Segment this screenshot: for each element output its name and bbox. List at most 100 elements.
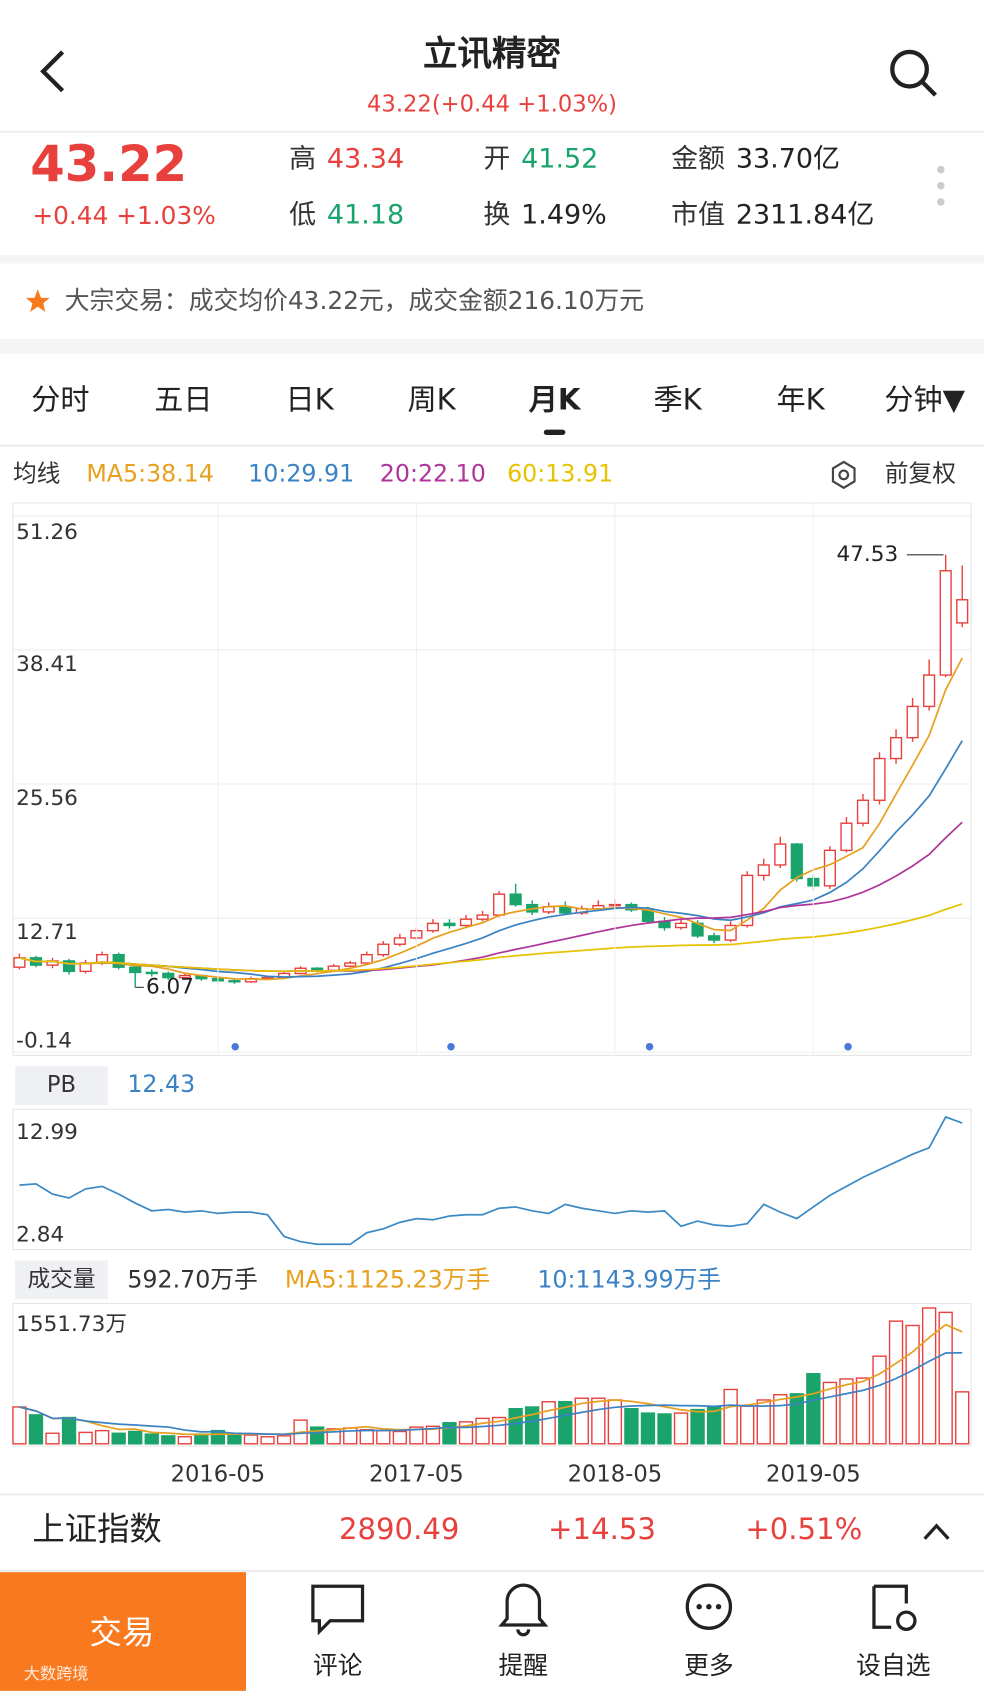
more-dots[interactable] — [937, 165, 945, 206]
volume-bar — [723, 1388, 738, 1445]
candle-body — [559, 905, 572, 914]
candle-body — [873, 757, 886, 801]
stat-value: 41.18 — [327, 199, 404, 230]
ma-label: 均线 — [13, 459, 60, 487]
tab-indicator — [543, 429, 566, 435]
ma-line — [19, 657, 963, 981]
ma-item: 20:22.10 — [380, 459, 486, 487]
stat-label: 市值 — [671, 199, 725, 230]
volume-bar — [558, 1401, 573, 1445]
ma-item: MA5:38.14 — [86, 459, 214, 487]
tab[interactable]: 周K — [407, 383, 456, 417]
ma-item: 60:13.91 — [507, 459, 613, 487]
volume-ma-line — [19, 1351, 963, 1436]
y-tick-label: 12.71 — [16, 920, 78, 945]
volume-bar — [657, 1413, 672, 1445]
stat-label: 低 — [289, 199, 316, 230]
volume-bar — [938, 1311, 953, 1445]
candle-body — [492, 893, 506, 916]
volume-bar — [260, 1436, 275, 1445]
tab[interactable]: 季K — [653, 383, 702, 417]
notice[interactable]: 大宗交易：成交均价43.22元，成交金额216.10万元 — [65, 286, 644, 315]
back-button[interactable] — [40, 50, 65, 93]
volume-bar — [243, 1434, 259, 1445]
volume-bar — [392, 1430, 408, 1445]
tab[interactable]: 年K — [776, 383, 825, 417]
tab[interactable]: 月K — [529, 383, 582, 417]
tab[interactable]: 五日 — [154, 383, 212, 417]
candle-body — [62, 960, 76, 973]
volume-ma-line — [19, 1323, 963, 1436]
trade-label: 交易 — [90, 1614, 155, 1652]
stat-label: 金额 — [671, 143, 725, 174]
nav-item[interactable]: 设自选 — [856, 1651, 930, 1680]
volume-bar — [706, 1406, 722, 1445]
index-value: 2890.49 — [339, 1512, 459, 1546]
y-tick-label: 38.41 — [16, 652, 78, 677]
volume-bar — [409, 1426, 424, 1445]
y-tick-label: 2.84 — [16, 1223, 64, 1248]
candle-body — [741, 874, 754, 927]
index-change: +14.53 — [548, 1512, 656, 1546]
volume-bar — [61, 1416, 77, 1445]
volume-bar — [376, 1429, 391, 1445]
volume-legend-item: MA5:1125.23万手 — [285, 1265, 490, 1293]
volume-bar — [12, 1406, 27, 1445]
candle-body — [774, 843, 787, 866]
volume-bar — [673, 1412, 689, 1445]
candle-body — [13, 957, 26, 968]
price: 43.22 — [30, 135, 187, 193]
price-change: +0.44 +1.03% — [32, 201, 215, 230]
candle-body — [939, 570, 952, 676]
nav-item[interactable]: 更多 — [684, 1651, 734, 1680]
volume-bar — [508, 1408, 523, 1445]
nav-item[interactable]: 提醒 — [498, 1651, 548, 1680]
adjust-icon — [831, 460, 856, 490]
candle-body — [790, 843, 803, 880]
candle-body — [112, 953, 125, 968]
candle-body — [708, 935, 721, 941]
pb-label-box — [15, 1066, 108, 1105]
high-annotation: 47.53 — [836, 542, 898, 567]
candle-body — [344, 962, 357, 967]
volume-bar — [955, 1391, 970, 1445]
y-tick-label: 51.26 — [16, 520, 78, 545]
volume-bar — [541, 1401, 556, 1445]
volume-bar — [94, 1429, 110, 1445]
candle-body — [377, 943, 390, 956]
trade-button[interactable] — [0, 1572, 246, 1691]
volume-bar — [839, 1378, 854, 1445]
x-tick-label: 2017-05 — [369, 1462, 464, 1488]
nav-item[interactable]: 评论 — [313, 1651, 363, 1680]
volume-bar — [855, 1377, 871, 1445]
candle-body — [923, 674, 936, 708]
volume-bar — [144, 1433, 159, 1445]
expand-button[interactable] — [923, 1523, 950, 1540]
candle-body — [459, 918, 473, 927]
volume-bar — [491, 1416, 507, 1445]
candle-body — [724, 924, 737, 941]
y-tick-label: 12.99 — [16, 1120, 78, 1145]
ma-legend: 均线 MA5:38.14 10:29.91 20:22.10 60:13.91 — [13, 459, 613, 487]
adjust-label[interactable]: 前复权 — [885, 459, 956, 487]
candle-body — [228, 980, 241, 983]
volume-bar — [574, 1397, 589, 1445]
volume-bar — [28, 1414, 44, 1445]
divider — [0, 1570, 984, 1573]
volume-bar — [773, 1394, 788, 1445]
index-pct: +0.51% — [745, 1512, 862, 1546]
volume-bar — [359, 1429, 374, 1445]
volume-bar — [78, 1431, 93, 1445]
volume-bar — [888, 1320, 904, 1445]
x-tick-label: 2019-05 — [766, 1462, 861, 1488]
tab[interactable]: 分钟▼ — [884, 383, 965, 417]
y-tick-label: -0.14 — [16, 1028, 72, 1053]
tab[interactable]: 日K — [286, 383, 335, 417]
candle-body — [757, 864, 770, 877]
subtitle: 43.22(+0.44 +1.03%) — [367, 91, 617, 117]
search-button[interactable] — [890, 49, 937, 97]
index-name[interactable]: 上证指数 — [32, 1510, 161, 1548]
tab[interactable]: 分时 — [31, 383, 89, 417]
volume-bar — [591, 1397, 606, 1445]
